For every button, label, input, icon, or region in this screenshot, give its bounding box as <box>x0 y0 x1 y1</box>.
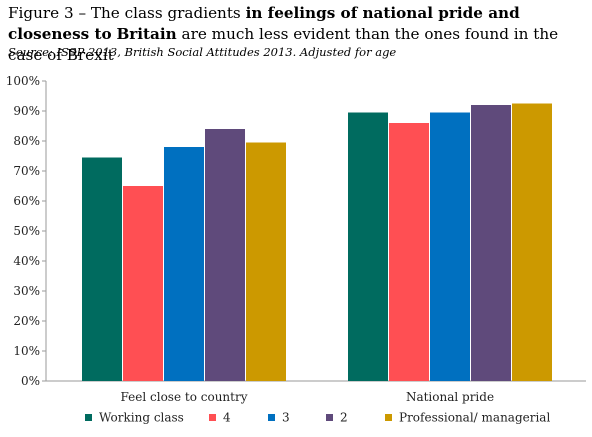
bars <box>82 103 552 381</box>
bar <box>123 186 163 381</box>
y-tick-label: 10% <box>13 344 40 358</box>
title-bold-2: Britain <box>116 25 177 43</box>
bar <box>246 142 286 381</box>
source-note: Source: ISSP 2013, British Social Attitu… <box>8 45 397 59</box>
legend-swatch <box>268 414 275 421</box>
legend-label: Working class <box>99 411 184 425</box>
legend-label: 2 <box>340 411 348 425</box>
y-tick-label: 30% <box>13 284 40 298</box>
y-tick-label: 90% <box>13 104 40 118</box>
bar <box>389 123 429 381</box>
title-bold-1: in feelings of national pride and closen… <box>8 4 520 43</box>
legend-label: 3 <box>282 411 290 425</box>
y-tick-label: 60% <box>13 194 40 208</box>
bar <box>164 147 204 381</box>
bar <box>82 157 122 381</box>
legend-swatch <box>209 414 216 421</box>
category-labels: Feel close to country National pride <box>121 390 495 404</box>
y-tick-label: 80% <box>13 134 40 148</box>
legend-swatch <box>85 414 92 421</box>
title-suffix: are much less evident than the ones foun… <box>8 25 559 64</box>
legend-swatch <box>385 414 392 421</box>
y-tick-label: 40% <box>13 254 40 268</box>
legend-label: 4 <box>223 411 231 425</box>
legend: Working class 4 3 2 Professional/ managerial <box>85 411 550 425</box>
y-tick-label: 50% <box>13 224 40 238</box>
y-tick-label: 70% <box>13 164 40 178</box>
title-prefix: Figure 3 – The class gradients <box>8 4 246 22</box>
category-label: Feel close to country <box>121 390 248 404</box>
figure-title: Figure 3 – The class gradients in feelin… <box>8 3 588 66</box>
bar <box>471 105 511 381</box>
legend-swatch <box>326 414 333 421</box>
bar <box>430 112 470 381</box>
legend-label: Professional/ managerial <box>399 411 550 425</box>
bar <box>512 103 552 381</box>
y-tick-label: 0% <box>21 374 40 388</box>
y-tick-label: 100% <box>6 74 40 88</box>
y-tick-label: 20% <box>13 314 40 328</box>
bar <box>348 112 388 381</box>
category-label: National pride <box>406 390 494 404</box>
bar <box>205 129 245 381</box>
